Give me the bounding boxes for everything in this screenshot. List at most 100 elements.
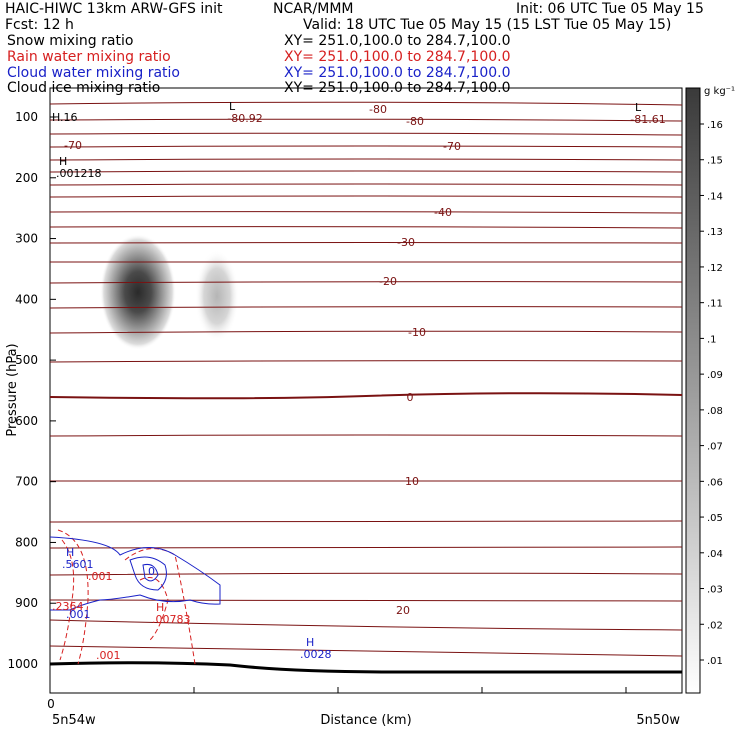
colorbar-tick-label: .09 bbox=[707, 370, 723, 381]
colorbar-tick-label: .14 bbox=[707, 191, 723, 202]
x-axis-left-label: 5n54w bbox=[52, 713, 96, 728]
isotherm bbox=[49, 645, 683, 657]
extremum-mark: H bbox=[66, 546, 74, 559]
colorbar-tick-label: .02 bbox=[707, 620, 723, 631]
temp-label: 20 bbox=[396, 604, 410, 617]
temp-label: -70 bbox=[443, 140, 461, 153]
isotherm bbox=[49, 211, 683, 214]
y-axis-tick-label: 900 bbox=[15, 596, 38, 610]
colorbar-tick-label: .05 bbox=[707, 513, 723, 524]
y-axis-tick-label: 400 bbox=[15, 292, 38, 306]
isotherm bbox=[49, 101, 683, 106]
isotherm bbox=[49, 145, 683, 148]
colorbar-ticks: .01 .02 .03 .04 .05 .06 .07 .08 .09 .1 .11 .12 .13 .1… bbox=[700, 120, 723, 667]
extremum-value: .16 bbox=[60, 111, 78, 124]
y-axis-tick-label: 800 bbox=[15, 535, 38, 549]
colorbar-unit: g kg⁻¹ bbox=[704, 86, 735, 97]
isotherm bbox=[49, 360, 683, 363]
y-axis-tick-label: 200 bbox=[15, 171, 38, 185]
temp-label: 10 bbox=[405, 475, 419, 488]
extremum-mark: H bbox=[59, 155, 67, 168]
colorbar-tick-label: .11 bbox=[707, 299, 723, 310]
y-axis-tick-label: 500 bbox=[15, 353, 38, 367]
isotherm bbox=[49, 242, 683, 244]
temp-label: -80 bbox=[406, 115, 424, 128]
temp-label: -81.61 bbox=[630, 113, 665, 126]
colorbar-tick-label: .04 bbox=[707, 549, 723, 560]
y-axis-tick-label: 700 bbox=[15, 475, 38, 489]
x-axis-zero: 0 bbox=[47, 697, 55, 711]
temp-label: -70 bbox=[64, 139, 82, 152]
isotherm bbox=[49, 392, 683, 400]
colorbar-tick-label: .07 bbox=[707, 442, 723, 453]
colorbar-tick-label: .15 bbox=[707, 156, 723, 167]
colorbar-tick-label: .13 bbox=[707, 227, 723, 238]
plot-frame bbox=[49, 87, 683, 694]
extremum-value: .5601 bbox=[62, 558, 94, 571]
cloudwater-contours bbox=[49, 536, 221, 611]
cloudwater-contour bbox=[142, 564, 159, 582]
isotherm bbox=[49, 330, 683, 334]
snow-maximum-blob bbox=[100, 234, 176, 350]
temp-label: -30 bbox=[397, 236, 415, 249]
y-axis-tick-label: 1000 bbox=[7, 657, 38, 671]
extremum-value: .001 bbox=[88, 570, 113, 583]
field-snow-xy: XY= 251.0,100.0 to 284.7,100.0 bbox=[284, 33, 511, 49]
extremum-mark: H bbox=[306, 636, 314, 649]
field-rain-xy: XY= 251.0,100.0 to 284.7,100.0 bbox=[284, 49, 511, 65]
field-cloudwater-label: Cloud water mixing ratio bbox=[7, 65, 180, 81]
temp-label: -80 bbox=[369, 103, 387, 116]
extremum-mark: L bbox=[229, 100, 236, 113]
rain-contour bbox=[124, 548, 196, 665]
rain-contours bbox=[57, 529, 196, 665]
isotherm bbox=[49, 434, 683, 437]
colorbar-tick-label: .16 bbox=[707, 120, 723, 131]
isotherm bbox=[49, 572, 683, 576]
colorbar-tick-label: .08 bbox=[707, 406, 723, 417]
colorbar bbox=[685, 87, 701, 694]
rain-contour bbox=[139, 577, 169, 641]
y-axis-tick-label: 600 bbox=[15, 414, 38, 428]
isotherm-group bbox=[49, 101, 683, 657]
isotherm bbox=[49, 118, 683, 122]
cloudwater-contour bbox=[49, 536, 221, 611]
terrain-line bbox=[49, 661, 682, 674]
temp-label: -80.92 bbox=[227, 112, 262, 125]
colorbar-tick-label: .06 bbox=[707, 477, 723, 488]
y-axis-tick-label: 100 bbox=[15, 110, 38, 124]
isotherm bbox=[49, 619, 683, 631]
cloudwater-contour bbox=[129, 556, 167, 591]
colorbar-tick-label: .1 bbox=[707, 334, 717, 345]
extremum-value: 0 bbox=[148, 565, 155, 578]
extremum-value: .001 bbox=[66, 608, 91, 621]
extremum-mark: H bbox=[52, 111, 60, 124]
colorbar-tick-label: .03 bbox=[707, 585, 723, 596]
x-axis-label: Distance (km) bbox=[320, 713, 411, 728]
y-axis-label: Pressure (hPa) bbox=[5, 343, 20, 436]
y-axis-tick-label: 300 bbox=[15, 232, 38, 246]
x-axis-right-label: 5n50w bbox=[636, 713, 680, 728]
isotherm bbox=[49, 226, 683, 229]
rain-contour bbox=[57, 529, 89, 665]
snow-secondary-blob bbox=[195, 250, 239, 342]
field-snow-label: Snow mixing ratio bbox=[7, 33, 134, 49]
temp-label: -10 bbox=[408, 326, 426, 339]
isotherm bbox=[49, 599, 683, 602]
isotherm bbox=[49, 195, 683, 198]
extremum-value: .001218 bbox=[56, 167, 102, 180]
isotherm bbox=[49, 520, 683, 523]
valid-time: Valid: 18 UTC Tue 05 May 15 (15 LST Tue … bbox=[303, 17, 672, 33]
x-axis-ticks bbox=[49, 687, 627, 693]
temp-label: 0 bbox=[407, 391, 414, 404]
isotherm bbox=[49, 132, 683, 136]
y-axis-ticks: 100 200 300 400 500 600 700 800 900 1000 bbox=[7, 110, 56, 671]
isotherm bbox=[49, 281, 683, 284]
init-time: Init: 06 UTC Tue 05 May 15 bbox=[516, 1, 704, 17]
colorbar-tick-label: .01 bbox=[707, 656, 723, 667]
isotherm bbox=[49, 546, 683, 549]
extremum-value: .2364 bbox=[52, 600, 84, 613]
isotherm bbox=[49, 170, 683, 173]
model-title: HAIC-HIWC 13km ARW-GFS init bbox=[5, 1, 223, 17]
field-cloudwater-xy: XY= 251.0,100.0 to 284.7,100.0 bbox=[284, 65, 511, 81]
